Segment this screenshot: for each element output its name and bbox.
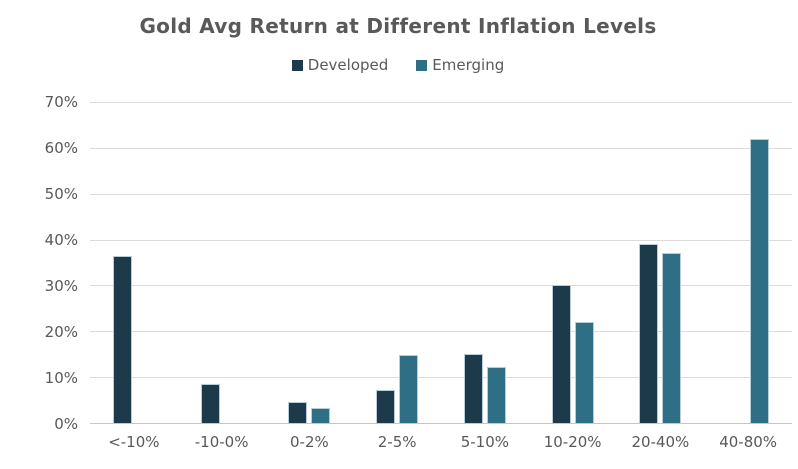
chart-title: Gold Avg Return at Different Inflation L… [139,14,657,38]
x-tick-label: 5-10% [460,433,510,451]
x-tick-label: -10-0% [194,433,249,451]
legend-swatch-emerging [416,59,428,71]
gridline [90,102,792,103]
gridline [90,147,792,149]
bar-developed [551,285,571,423]
gridline [90,193,792,195]
bar-emerging [662,253,682,423]
gridline [90,377,792,379]
plot-layout: 70% 60% 50% 40% 30% 20% 10% 0% <-10% -10-0% 0-2% 2… [4,93,792,451]
bar-group [529,102,617,423]
bar-emerging [311,407,331,423]
legend-swatch-developed [291,59,303,71]
bar-developed [200,384,220,423]
gridline [90,285,792,287]
bar-group [178,102,266,423]
y-tick-label: 50% [44,185,78,203]
y-tick-label: 10% [44,369,78,387]
bar-emerging [486,366,506,423]
legend-item-developed: Developed [291,56,389,74]
y-tick-label: 0% [54,415,78,433]
y-tick-label: 30% [44,277,78,295]
bar-developed [288,402,308,423]
legend: Developed Emerging [4,56,792,74]
bar-developed [376,389,396,423]
bar-group [441,102,529,423]
bar-group [90,102,178,423]
bar-developed [463,354,483,423]
legend-item-emerging: Emerging [416,56,504,74]
x-tick-label: 40-80% [719,433,778,451]
bar-group [617,102,705,423]
bar-developed [639,244,659,423]
bars-container [90,102,792,423]
legend-label: Developed [307,56,389,74]
x-tick-label: 10-20% [543,433,602,451]
gridline [90,239,792,241]
y-tick-label: 20% [44,323,78,341]
y-tick-label: 40% [44,231,78,249]
bar-developed [112,255,132,423]
y-tick-label: 60% [44,139,78,157]
bar-group [704,102,792,423]
x-tick-label: 0-2% [289,433,329,451]
bar-emerging [750,138,770,423]
plot-area [90,102,792,424]
bar-group [353,102,441,423]
x-tick-label: 20-40% [631,433,690,451]
legend-label: Emerging [432,56,505,74]
x-axis: <-10% -10-0% 0-2% 2-5% 5-10% 10-20% 20-40% 40-8… [90,433,792,451]
bar-group [266,102,354,423]
bar-emerging [399,355,419,423]
x-tick-label: 2-5% [377,433,417,451]
bar-emerging [574,322,594,423]
x-tick-label: <-10% [108,433,160,451]
gridline [90,331,792,333]
y-axis: 70% 60% 50% 40% 30% 20% 10% 0% [4,93,80,433]
y-tick-label: 70% [44,93,78,111]
